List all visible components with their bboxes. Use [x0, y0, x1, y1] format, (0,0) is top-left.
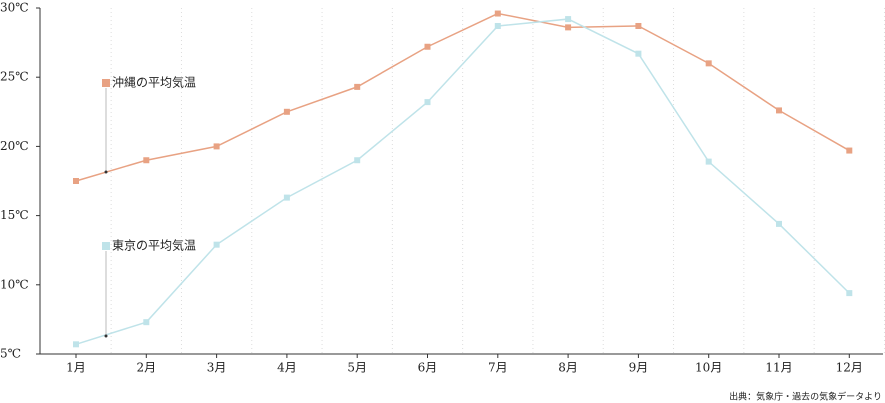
legend-swatch [102, 79, 110, 87]
x-tick-label: 2月 [136, 361, 156, 375]
point [635, 22, 642, 29]
x-tick-label: 5月 [347, 361, 367, 375]
x-tick-label: 3月 [207, 361, 227, 375]
point [776, 107, 782, 114]
point [73, 341, 79, 348]
point [705, 158, 712, 165]
point [143, 157, 150, 164]
x-tick-label: 6月 [418, 361, 438, 375]
y-tick-label: 30℃ [0, 1, 29, 15]
series-line [75, 18, 850, 346]
point [354, 83, 361, 90]
y-tick-label: 5℃ [0, 347, 21, 361]
point [213, 241, 220, 248]
source-note: 出典：気象庁・過去の気象データより [729, 391, 882, 403]
point [776, 220, 782, 227]
x-tick-label: 4月 [277, 361, 297, 375]
y-tick-label: 25℃ [0, 70, 29, 84]
point [846, 290, 853, 297]
x-tick-label: 9月 [629, 361, 649, 375]
point [494, 22, 501, 29]
point [283, 108, 290, 115]
y-tick-label: 15℃ [0, 208, 29, 222]
point [354, 157, 361, 164]
legend-label: 沖縄の平均気温 [112, 75, 196, 90]
point [494, 10, 501, 17]
point [213, 143, 220, 150]
x-tick-label: 11月 [765, 361, 792, 375]
leader-dot [104, 334, 108, 338]
series-line [75, 12, 850, 182]
point [565, 24, 572, 31]
point [846, 147, 853, 154]
point [424, 43, 431, 50]
legend-swatch [102, 242, 110, 250]
point [283, 194, 290, 201]
point [565, 16, 572, 23]
x-tick-label: 10月 [695, 361, 722, 375]
x-tick-label: 1月 [66, 361, 86, 375]
legend-label: 東京の平均気温 [112, 238, 196, 253]
point [705, 60, 712, 67]
y-tick-label: 10℃ [0, 277, 29, 291]
y-tick-label: 20℃ [0, 139, 29, 153]
point [73, 178, 79, 184]
x-tick-label: 7月 [488, 361, 508, 375]
leader-dot [104, 170, 108, 174]
point [424, 99, 431, 106]
x-tick-label: 12月 [836, 361, 863, 375]
x-tick-label: 8月 [558, 361, 578, 375]
point [635, 50, 642, 57]
point [143, 319, 150, 326]
